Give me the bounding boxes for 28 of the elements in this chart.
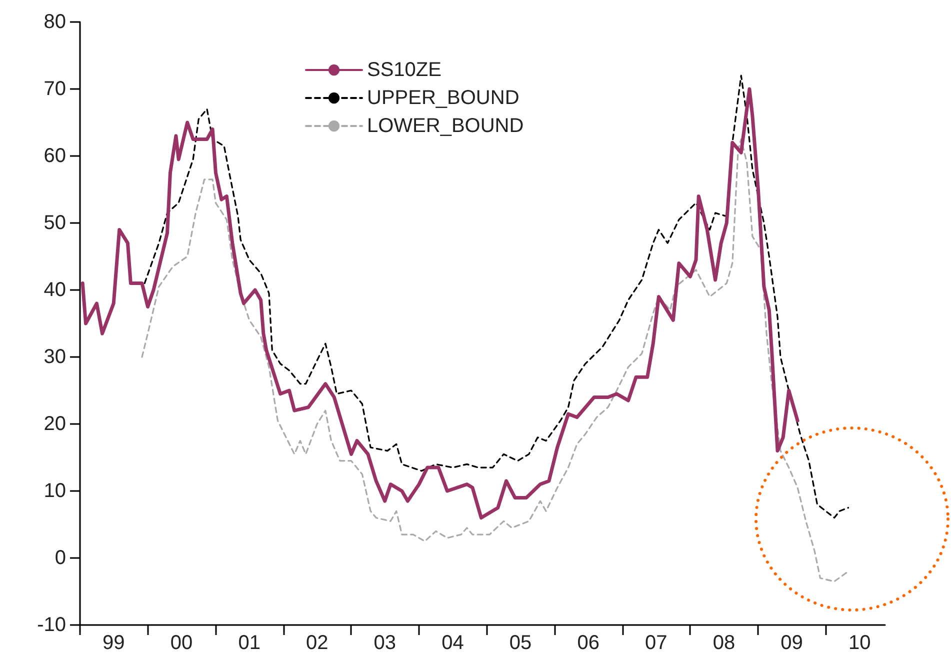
y-tick-label: 50 [44,212,66,234]
x-tick-label: 00 [170,632,193,654]
y-tick-label: -10 [37,614,66,636]
legend-label: LOWER_BOUND [367,115,524,137]
line-series [141,138,850,582]
y-tick-label: 20 [44,413,66,435]
y-tick-label: 10 [44,480,66,502]
x-tick-label: 07 [644,632,668,654]
y-tick-label: 60 [44,145,66,167]
legend-label: UPPER_BOUND [367,87,520,109]
x-tick-label: 08 [712,632,736,654]
x-tick-label: 05 [509,632,532,654]
line-series [80,87,800,520]
line-series [144,74,850,519]
x-tick-label: 03 [374,632,396,654]
x-tick-label: 01 [238,632,260,654]
x-tick-label: 09 [780,632,803,654]
y-tick-label: 30 [44,346,66,368]
x-tick-label: 02 [306,632,328,654]
y-tick-label: 80 [44,11,66,33]
legend-label: SS10ZE [367,59,442,81]
y-tick-label: 70 [44,78,66,100]
x-tick-label: 10 [848,632,871,654]
y-tick-label: 40 [44,279,66,301]
y-tick-label: 0 [54,547,66,569]
x-tick-label: 99 [102,632,125,654]
x-tick-label: 06 [577,632,600,654]
x-tick-label: 04 [442,632,464,654]
